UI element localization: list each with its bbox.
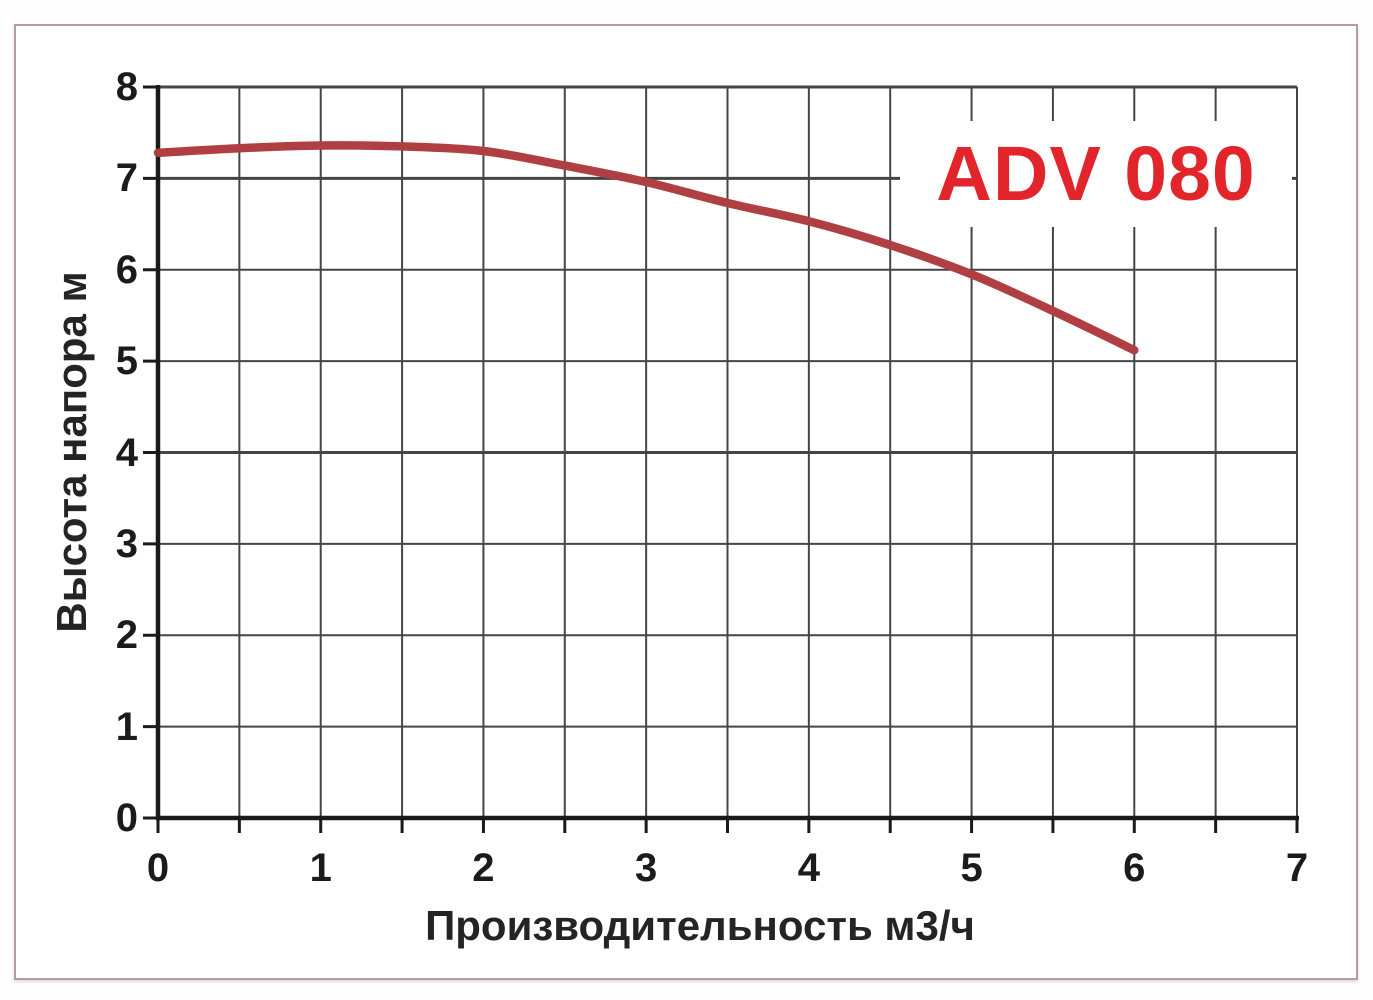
- y-axis-title: Высота напора м: [48, 271, 95, 633]
- x-tick-label: 5: [960, 846, 983, 890]
- y-tick-label: 1: [115, 704, 138, 749]
- x-tick-label: 3: [635, 846, 658, 890]
- x-tick-label: 4: [797, 846, 820, 890]
- y-tick-label: 4: [115, 430, 138, 475]
- y-tick-label: 2: [115, 613, 138, 658]
- pump-curve: [153, 141, 1139, 355]
- x-tick-label: 1: [309, 846, 332, 890]
- x-tick-label: 0: [146, 846, 170, 890]
- x-tick-label: 6: [1123, 846, 1146, 890]
- y-tick-label: 3: [115, 521, 138, 566]
- y-tick-label: 8: [115, 65, 138, 109]
- x-axis-title: Производительность м3/ч: [425, 902, 975, 949]
- series-label-adv080: ADV 080: [900, 121, 1292, 227]
- x-tick-label: 7: [1285, 846, 1309, 890]
- y-tick-label: 6: [115, 247, 138, 292]
- y-tick-label: 7: [115, 156, 138, 201]
- y-tick-label: 5: [115, 339, 138, 384]
- x-tick-label: 2: [472, 846, 495, 890]
- y-tick-label: 0: [115, 796, 138, 840]
